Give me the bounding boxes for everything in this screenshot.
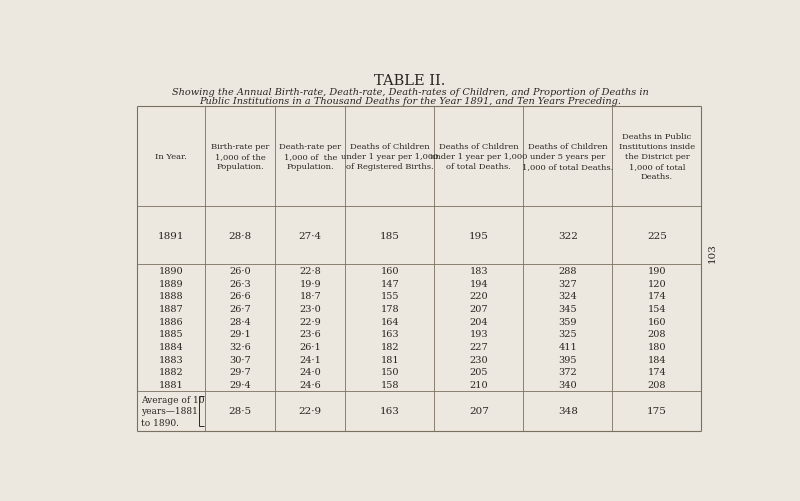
Text: 208: 208: [648, 380, 666, 389]
Text: 1885: 1885: [158, 330, 183, 339]
Text: 184: 184: [647, 355, 666, 364]
Text: 1883: 1883: [158, 355, 183, 364]
Text: 227: 227: [470, 342, 488, 351]
Text: 163: 163: [380, 407, 400, 416]
Text: 26·7: 26·7: [229, 305, 251, 313]
Text: 225: 225: [647, 231, 667, 240]
Text: 19·9: 19·9: [299, 279, 321, 288]
Text: 324: 324: [558, 292, 578, 301]
Text: 29·1: 29·1: [229, 330, 251, 339]
Text: 322: 322: [558, 231, 578, 240]
Text: 359: 359: [558, 317, 577, 326]
Text: 325: 325: [558, 330, 577, 339]
Text: 28·4: 28·4: [229, 317, 251, 326]
Text: 26·3: 26·3: [229, 279, 251, 288]
Text: 120: 120: [647, 279, 666, 288]
Text: 160: 160: [381, 267, 399, 276]
Text: Deaths of Children
under 1 year per 1,000
of Registered Births.: Deaths of Children under 1 year per 1,00…: [341, 143, 438, 171]
Text: 29·7: 29·7: [229, 368, 251, 377]
Text: 195: 195: [469, 231, 489, 240]
Text: 1881: 1881: [158, 380, 183, 389]
Text: 1889: 1889: [158, 279, 183, 288]
Text: 181: 181: [381, 355, 399, 364]
Text: 32·6: 32·6: [229, 342, 251, 351]
Text: 174: 174: [647, 292, 666, 301]
Text: 194: 194: [470, 279, 488, 288]
Text: Death-rate per
1,000 of  the
Population.: Death-rate per 1,000 of the Population.: [279, 143, 342, 171]
Text: 411: 411: [558, 342, 578, 351]
Text: 18·7: 18·7: [299, 292, 321, 301]
Text: 26·6: 26·6: [229, 292, 251, 301]
Text: Deaths of Children
under 1 year per 1,000
of total Deaths.: Deaths of Children under 1 year per 1,00…: [430, 143, 527, 171]
Text: 204: 204: [470, 317, 488, 326]
Text: 182: 182: [381, 342, 399, 351]
Text: 190: 190: [648, 267, 666, 276]
Text: 178: 178: [381, 305, 399, 313]
Text: 1891: 1891: [158, 231, 184, 240]
Text: 205: 205: [470, 368, 488, 377]
Text: 160: 160: [648, 317, 666, 326]
Text: 155: 155: [381, 292, 399, 301]
Text: 24·6: 24·6: [299, 380, 321, 389]
Text: 158: 158: [381, 380, 399, 389]
Text: 29·4: 29·4: [229, 380, 251, 389]
Text: 340: 340: [558, 380, 577, 389]
Text: 348: 348: [558, 407, 578, 416]
Text: 193: 193: [470, 330, 488, 339]
Text: 24·1: 24·1: [299, 355, 321, 364]
Text: 150: 150: [381, 368, 399, 377]
Text: 1884: 1884: [158, 342, 183, 351]
Text: 1888: 1888: [158, 292, 183, 301]
Text: 24·0: 24·0: [299, 368, 321, 377]
Text: 28·5: 28·5: [229, 407, 251, 416]
Text: 26·1: 26·1: [299, 342, 321, 351]
Text: 22·9: 22·9: [298, 407, 322, 416]
Text: 22·9: 22·9: [299, 317, 321, 326]
Text: 1886: 1886: [158, 317, 183, 326]
Text: 345: 345: [558, 305, 577, 313]
Text: Average of 10
years—1881
to 1890.: Average of 10 years—1881 to 1890.: [141, 396, 205, 427]
Text: 23·0: 23·0: [299, 305, 321, 313]
Text: 175: 175: [647, 407, 667, 416]
Text: 207: 207: [469, 407, 489, 416]
Text: 103: 103: [708, 243, 717, 263]
Text: 164: 164: [381, 317, 399, 326]
Text: 372: 372: [558, 368, 578, 377]
Text: 28·8: 28·8: [229, 231, 251, 240]
Text: 210: 210: [470, 380, 488, 389]
Text: Deaths of Children
under 5 years per
1,000 of total Deaths.: Deaths of Children under 5 years per 1,0…: [522, 143, 614, 171]
Text: 327: 327: [558, 279, 578, 288]
Text: TABLE II.: TABLE II.: [374, 74, 446, 88]
Text: 207: 207: [470, 305, 488, 313]
Text: 395: 395: [558, 355, 577, 364]
Text: 26·0: 26·0: [229, 267, 251, 276]
Text: 174: 174: [647, 368, 666, 377]
Text: Birth-rate per
1,000 of the
Population.: Birth-rate per 1,000 of the Population.: [211, 143, 269, 171]
Text: 180: 180: [648, 342, 666, 351]
Text: Deaths in Public
Institutions inside
the District per
1,000 of total
Deaths.: Deaths in Public Institutions inside the…: [619, 133, 695, 181]
Text: 208: 208: [648, 330, 666, 339]
Text: In Year.: In Year.: [155, 153, 187, 161]
Text: 23·6: 23·6: [299, 330, 321, 339]
Text: 163: 163: [381, 330, 399, 339]
Text: Showing the Annual Birth-rate, Death-rate, Death-rates of Children, and Proporti: Showing the Annual Birth-rate, Death-rat…: [172, 88, 648, 97]
Text: 230: 230: [470, 355, 488, 364]
Text: 22·8: 22·8: [299, 267, 321, 276]
Text: 154: 154: [647, 305, 666, 313]
Text: 220: 220: [470, 292, 488, 301]
Text: 27·4: 27·4: [298, 231, 322, 240]
Text: Public Institutions in a Thousand Deaths for the Year 1891, and Ten Years Preced: Public Institutions in a Thousand Deaths…: [199, 97, 621, 106]
Text: 30·7: 30·7: [229, 355, 251, 364]
Text: 147: 147: [381, 279, 399, 288]
Text: 185: 185: [380, 231, 400, 240]
Text: 1887: 1887: [158, 305, 183, 313]
Text: 1882: 1882: [158, 368, 183, 377]
Text: 1890: 1890: [158, 267, 183, 276]
Text: 183: 183: [470, 267, 488, 276]
Text: 288: 288: [558, 267, 577, 276]
